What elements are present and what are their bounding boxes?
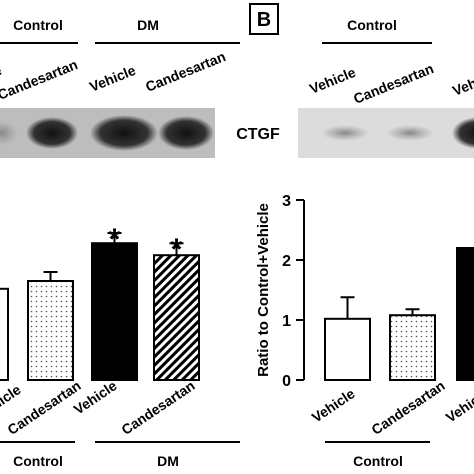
panel-label: B	[257, 9, 271, 31]
significance-star: *	[171, 233, 183, 266]
lane-label: Candesartan	[351, 60, 436, 107]
group-label: DM	[137, 17, 159, 33]
panel-box	[249, 3, 279, 35]
group-label: Control	[13, 17, 63, 33]
y-tick-label: 0	[282, 373, 291, 390]
bar	[153, 254, 200, 381]
bar	[91, 242, 138, 381]
x-tick-label: Candesartan	[118, 377, 197, 438]
y-tick-label: 2	[282, 253, 291, 270]
group-label: Control	[353, 453, 403, 469]
significance-star: *	[109, 223, 121, 256]
lane-label: Vehicle	[450, 66, 474, 99]
bar	[0, 287, 9, 381]
y-axis-label: Ratio to Control+Vehicle	[255, 203, 272, 377]
blot-label: CTGF	[236, 126, 280, 143]
bar	[389, 314, 436, 382]
x-tick-label: Candesartan	[368, 377, 447, 438]
bar	[324, 317, 371, 381]
error-bar	[169, 242, 184, 256]
error-bar	[405, 308, 420, 316]
blot-a	[0, 108, 215, 158]
bar	[27, 280, 74, 381]
y-tick-label: 1	[282, 313, 291, 330]
group-label: Control	[13, 453, 63, 469]
bar	[456, 247, 474, 381]
x-tick-label: Vehicle	[309, 385, 358, 425]
lane-label: Candesartan	[0, 56, 80, 103]
x-tick-label: Vehicle	[443, 385, 474, 425]
lane-label: Candesartan	[143, 48, 228, 95]
error-bar	[43, 271, 58, 281]
group-label: Control	[347, 17, 397, 33]
y-tick-label: 3	[282, 193, 291, 210]
blot-b	[298, 108, 474, 158]
lane-label: Vehicle	[87, 62, 138, 95]
error-bar	[107, 232, 122, 244]
error-bar	[340, 296, 355, 319]
group-label: DM	[157, 453, 179, 469]
